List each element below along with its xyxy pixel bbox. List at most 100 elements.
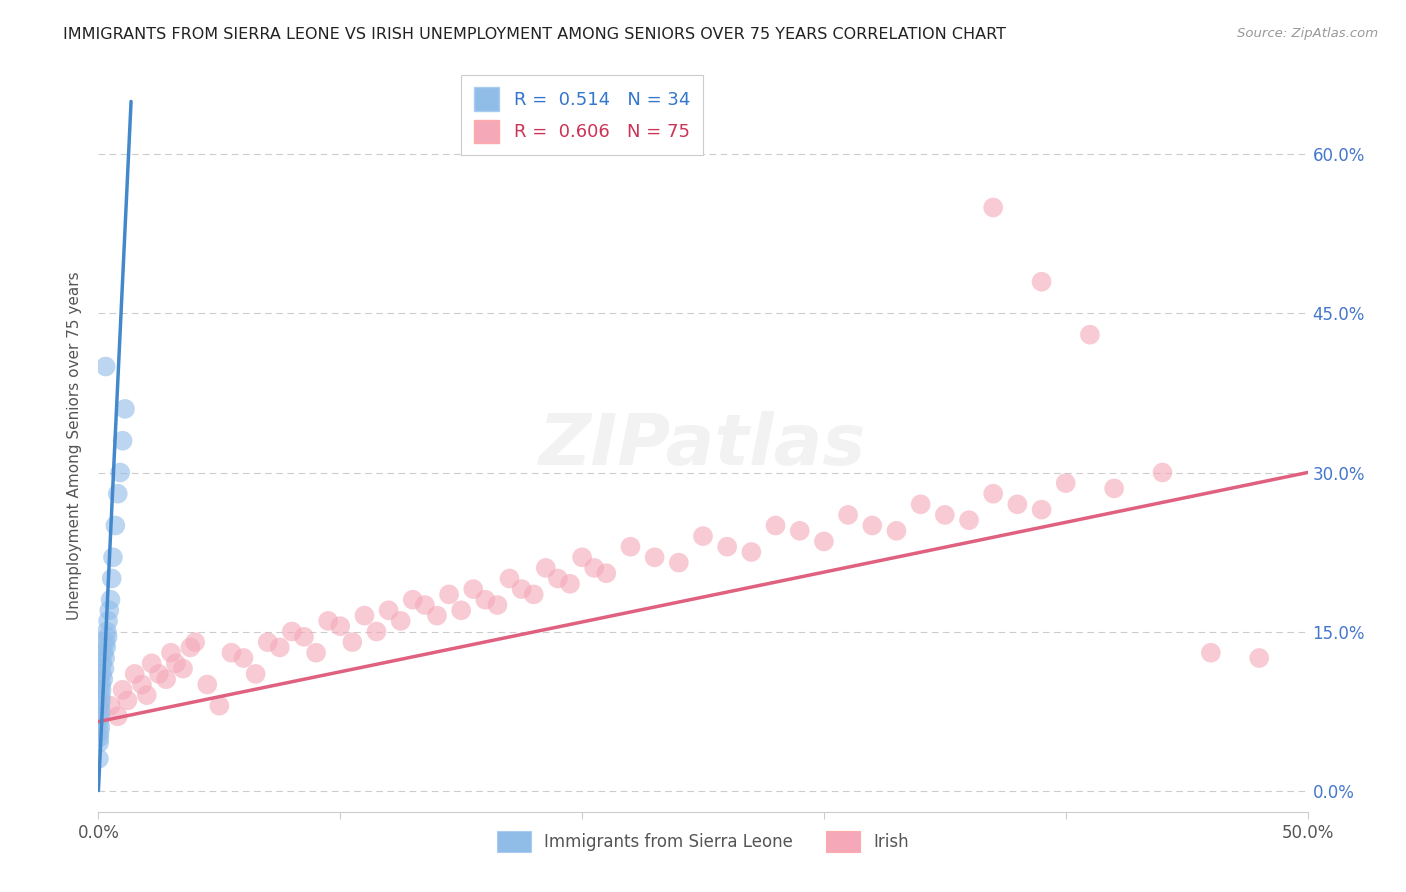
Point [141,657,163,671]
Point [107,709,129,723]
Point [1054,476,1077,491]
Point [1199,646,1222,660]
Point [124,667,146,681]
Point [450,603,472,617]
Point [232,651,254,665]
Point [108,466,131,480]
Point [160,646,183,660]
Point [413,598,436,612]
Point [789,524,811,538]
Point [595,566,617,581]
Point [256,635,278,649]
Point [269,640,291,655]
Point [94,635,117,649]
Point [377,603,399,617]
Point [583,561,606,575]
Point [101,550,124,565]
Point [93,646,115,660]
Point [426,608,449,623]
Point [172,662,194,676]
Text: IMMIGRANTS FROM SIERRA LEONE VS IRISH UNEMPLOYMENT AMONG SENIORS OVER 75 YEARS C: IMMIGRANTS FROM SIERRA LEONE VS IRISH UN… [63,27,1007,42]
Point [886,524,908,538]
Point [498,572,520,586]
Point [644,550,666,565]
Point [98,603,121,617]
Point [111,434,134,448]
Point [389,614,412,628]
Point [692,529,714,543]
Point [155,672,177,686]
Point [89,709,111,723]
Point [558,576,581,591]
Point [94,359,117,374]
Point [97,614,120,628]
Point [1031,275,1053,289]
Point [402,592,425,607]
Point [89,698,111,713]
Point [97,630,120,644]
Point [547,572,569,586]
Point [96,640,118,655]
Point [208,698,231,713]
Point [1249,651,1271,665]
Point [463,582,485,596]
Point [184,635,207,649]
Point [89,725,111,739]
Point [486,598,509,612]
Point [329,619,352,633]
Point [957,513,980,527]
Point [104,518,127,533]
Point [305,646,328,660]
Point [510,582,533,596]
Point [165,657,187,671]
Point [523,587,546,601]
Point [90,704,112,718]
Point [281,624,304,639]
Point [114,401,136,416]
Point [111,682,134,697]
Point [765,518,787,533]
Point [366,624,388,639]
Point [91,657,114,671]
Point [89,736,111,750]
Point [90,677,112,691]
Point [668,556,690,570]
Point [981,486,1004,500]
Point [342,635,364,649]
Point [90,693,112,707]
Point [87,752,110,766]
Point [1152,466,1174,480]
Point [107,486,129,500]
Point [89,720,111,734]
Point [534,561,557,575]
Point [90,688,112,702]
Point [131,677,153,691]
Point [135,688,157,702]
Point [1007,497,1029,511]
Point [910,497,932,511]
Point [1031,502,1053,516]
Point [1102,482,1125,496]
Point [1078,327,1101,342]
Point [353,608,375,623]
Point [619,540,641,554]
Point [100,592,122,607]
Point [179,640,201,655]
Point [91,672,114,686]
Text: ZIPatlas: ZIPatlas [540,411,866,481]
Point [91,667,114,681]
Point [195,677,218,691]
Point [96,624,118,639]
Point [117,693,139,707]
Point [221,646,243,660]
Point [148,667,170,681]
Y-axis label: Unemployment Among Seniors over 75 years: Unemployment Among Seniors over 75 years [67,272,83,620]
Point [571,550,593,565]
Point [89,731,111,745]
Point [437,587,460,601]
Point [716,540,738,554]
Point [837,508,859,522]
Point [100,698,122,713]
Point [93,662,115,676]
Point [934,508,956,522]
